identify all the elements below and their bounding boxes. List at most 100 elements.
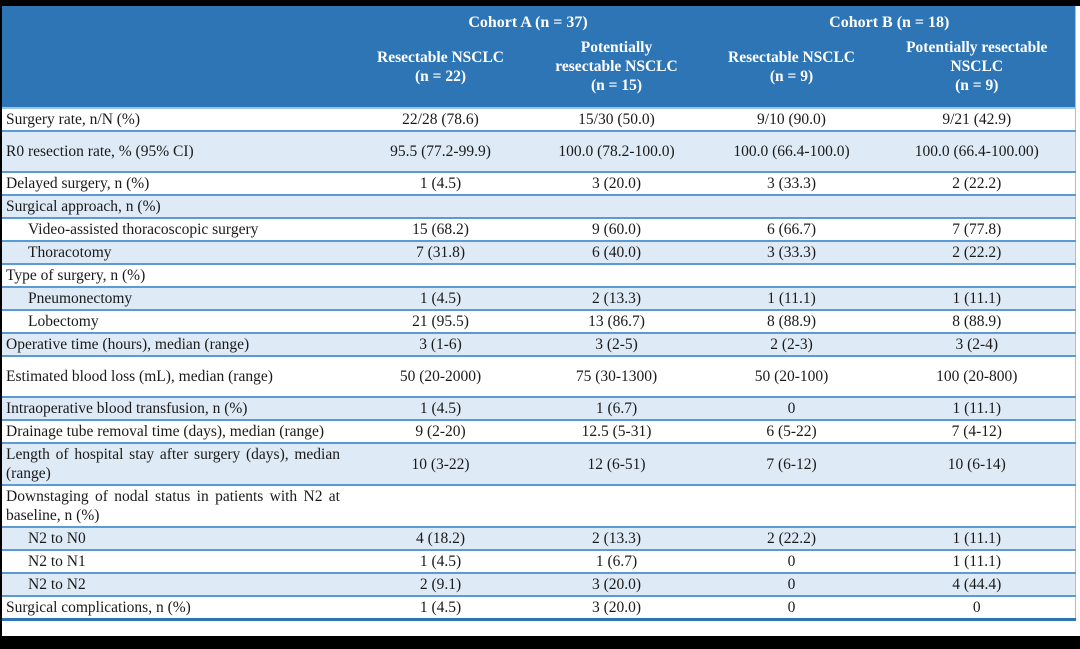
subgroup-header-row: Resectable NSCLC (n = 22) Potentially re… — [2, 34, 1076, 108]
row-label: N2 to N0 — [2, 526, 352, 550]
value-cell — [529, 263, 704, 287]
value-cell: 1 (4.5) — [352, 595, 529, 621]
value-cell: 2 (22.2) — [704, 526, 879, 550]
value-cell: 1 (11.1) — [879, 549, 1076, 573]
value-cell: 7 (77.8) — [879, 217, 1076, 241]
value-cell: 3 (33.3) — [704, 171, 879, 195]
row-label: Surgical approach, n (%) — [2, 194, 352, 218]
value-cell: 12 (6-51) — [529, 442, 704, 485]
value-cell: 9 (2-20) — [352, 419, 529, 443]
value-cell: 3 (33.3) — [704, 240, 879, 264]
cohort-b-header: Cohort B (n = 18) — [704, 6, 1076, 34]
value-cell — [879, 263, 1076, 287]
value-cell — [352, 484, 529, 527]
value-cell: 1 (4.5) — [352, 549, 529, 573]
value-cell: 4 (44.4) — [879, 572, 1076, 596]
row-label: Pneumonectomy — [2, 286, 352, 310]
value-cell: 7 (6-12) — [704, 442, 879, 485]
value-cell: 1 (6.7) — [529, 396, 704, 420]
value-cell: 9 (60.0) — [529, 217, 704, 241]
row-label: Surgical complications, n (%) — [2, 595, 352, 621]
value-cell — [352, 263, 529, 287]
value-cell: 21 (95.5) — [352, 309, 529, 333]
value-cell: 6 (5-22) — [704, 419, 879, 443]
value-cell — [704, 263, 879, 287]
value-cell: 1 (4.5) — [352, 396, 529, 420]
value-cell: 4 (18.2) — [352, 526, 529, 550]
value-cell: 75 (30-1300) — [529, 355, 704, 397]
value-cell: 100.0 (66.4-100.00) — [879, 130, 1076, 172]
value-cell: 0 — [704, 549, 879, 573]
column-header-potentially-resectable-b: Potentially resectable NSCLC (n = 9) — [879, 34, 1076, 108]
value-cell: 2 (22.2) — [879, 171, 1076, 195]
value-cell: 3 (2-4) — [879, 332, 1076, 356]
value-cell: 15 (68.2) — [352, 217, 529, 241]
value-cell: 100.0 (66.4-100.0) — [704, 130, 879, 172]
table-row: Surgical approach, n (%) — [2, 194, 1076, 218]
value-cell: 1 (11.1) — [879, 396, 1076, 420]
table-row: Downstaging of nodal status in patients … — [2, 484, 1076, 527]
value-cell: 8 (88.9) — [879, 309, 1076, 333]
value-cell: 95.5 (77.2-99.9) — [352, 130, 529, 172]
row-label: Video-assisted thoracoscopic surgery — [2, 217, 352, 241]
value-cell: 50 (20-100) — [704, 355, 879, 397]
value-cell: 3 (20.0) — [529, 171, 704, 195]
row-label: Drainage tube removal time (days), media… — [2, 419, 352, 443]
value-cell: 9/10 (90.0) — [704, 107, 879, 131]
table-row: Thoracotomy 7 (31.8) 6 (40.0) 3 (33.3) 2 (22… — [2, 240, 1076, 264]
value-cell: 15/30 (50.0) — [529, 107, 704, 131]
value-cell: 2 (22.2) — [879, 240, 1076, 264]
row-label: Intraoperative blood transfusion, n (%) — [2, 396, 352, 420]
table-row: Video-assisted thoracoscopic surgery 15 (… — [2, 217, 1076, 241]
table-header: Cohort A (n = 37) Cohort B (n = 18) Rese… — [2, 6, 1076, 108]
corner-header-cell — [2, 6, 352, 108]
table-row: Operative time (hours), median (range) 3 … — [2, 332, 1076, 356]
table-row: Lobectomy 21 (95.5) 13 (86.7) 8 (88.9) 8 (88… — [2, 309, 1076, 333]
value-cell: 0 — [704, 396, 879, 420]
table-row: R0 resection rate, % (95% CI) 95.5 (77.2-… — [2, 130, 1076, 172]
value-cell: 2 (13.3) — [529, 286, 704, 310]
value-cell: 0 — [879, 595, 1076, 621]
value-cell: 1 (11.1) — [704, 286, 879, 310]
value-cell: 0 — [704, 595, 879, 621]
row-label: Length of hospital stay after surgery (d… — [2, 442, 352, 485]
value-cell: 7 (31.8) — [352, 240, 529, 264]
cohort-header-row: Cohort A (n = 37) Cohort B (n = 18) — [2, 6, 1076, 108]
column-header-resectable-b: Resectable NSCLC (n = 9) — [704, 34, 879, 108]
table-row: N2 to N1 1 (4.5) 1 (6.7) 0 1 (11.1) — [2, 549, 1076, 573]
value-cell: 22/28 (78.6) — [352, 107, 529, 131]
value-cell: 50 (20-2000) — [352, 355, 529, 397]
row-label: Thoracotomy — [2, 240, 352, 264]
row-label: Operative time (hours), median (range) — [2, 332, 352, 356]
table-row: Length of hospital stay after surgery (d… — [2, 442, 1076, 485]
table-row: Pneumonectomy 1 (4.5) 2 (13.3) 1 (11.1) 1 (1… — [2, 286, 1076, 310]
row-label: Type of surgery, n (%) — [2, 263, 352, 287]
table-row: N2 to N0 4 (18.2) 2 (13.3) 2 (22.2) 1 (11.1) — [2, 526, 1076, 550]
value-cell: 2 (2-3) — [704, 332, 879, 356]
value-cell: 3 (1-6) — [352, 332, 529, 356]
table-row: Surgical complications, n (%) 1 (4.5) 3 (2… — [2, 595, 1076, 621]
row-label: N2 to N1 — [2, 549, 352, 573]
row-label: Surgery rate, n/N (%) — [2, 107, 352, 131]
value-cell: 10 (3-22) — [352, 442, 529, 485]
value-cell: 3 (20.0) — [529, 572, 704, 596]
row-label: N2 to N2 — [2, 572, 352, 596]
value-cell — [529, 484, 704, 527]
table-row: Intraoperative blood transfusion, n (%) 1… — [2, 396, 1076, 420]
surgical-outcomes-table: Cohort A (n = 37) Cohort B (n = 18) Rese… — [2, 6, 1076, 621]
value-cell: 1 (4.5) — [352, 286, 529, 310]
value-cell — [879, 194, 1076, 218]
value-cell — [704, 194, 879, 218]
value-cell: 10 (6-14) — [879, 442, 1076, 485]
value-cell: 7 (4-12) — [879, 419, 1076, 443]
value-cell: 6 (66.7) — [704, 217, 879, 241]
row-label: Downstaging of nodal status in patients … — [2, 484, 352, 527]
table-body: Surgery rate, n/N (%) 22/28 (78.6) 15/30 (… — [2, 107, 1076, 621]
value-cell: 0 — [704, 572, 879, 596]
row-label: Estimated blood loss (mL), median (range… — [2, 355, 352, 397]
value-cell: 100 (20-800) — [879, 355, 1076, 397]
value-cell — [704, 484, 879, 527]
value-cell: 1 (4.5) — [352, 171, 529, 195]
value-cell: 1 (6.7) — [529, 549, 704, 573]
value-cell: 9/21 (42.9) — [879, 107, 1076, 131]
